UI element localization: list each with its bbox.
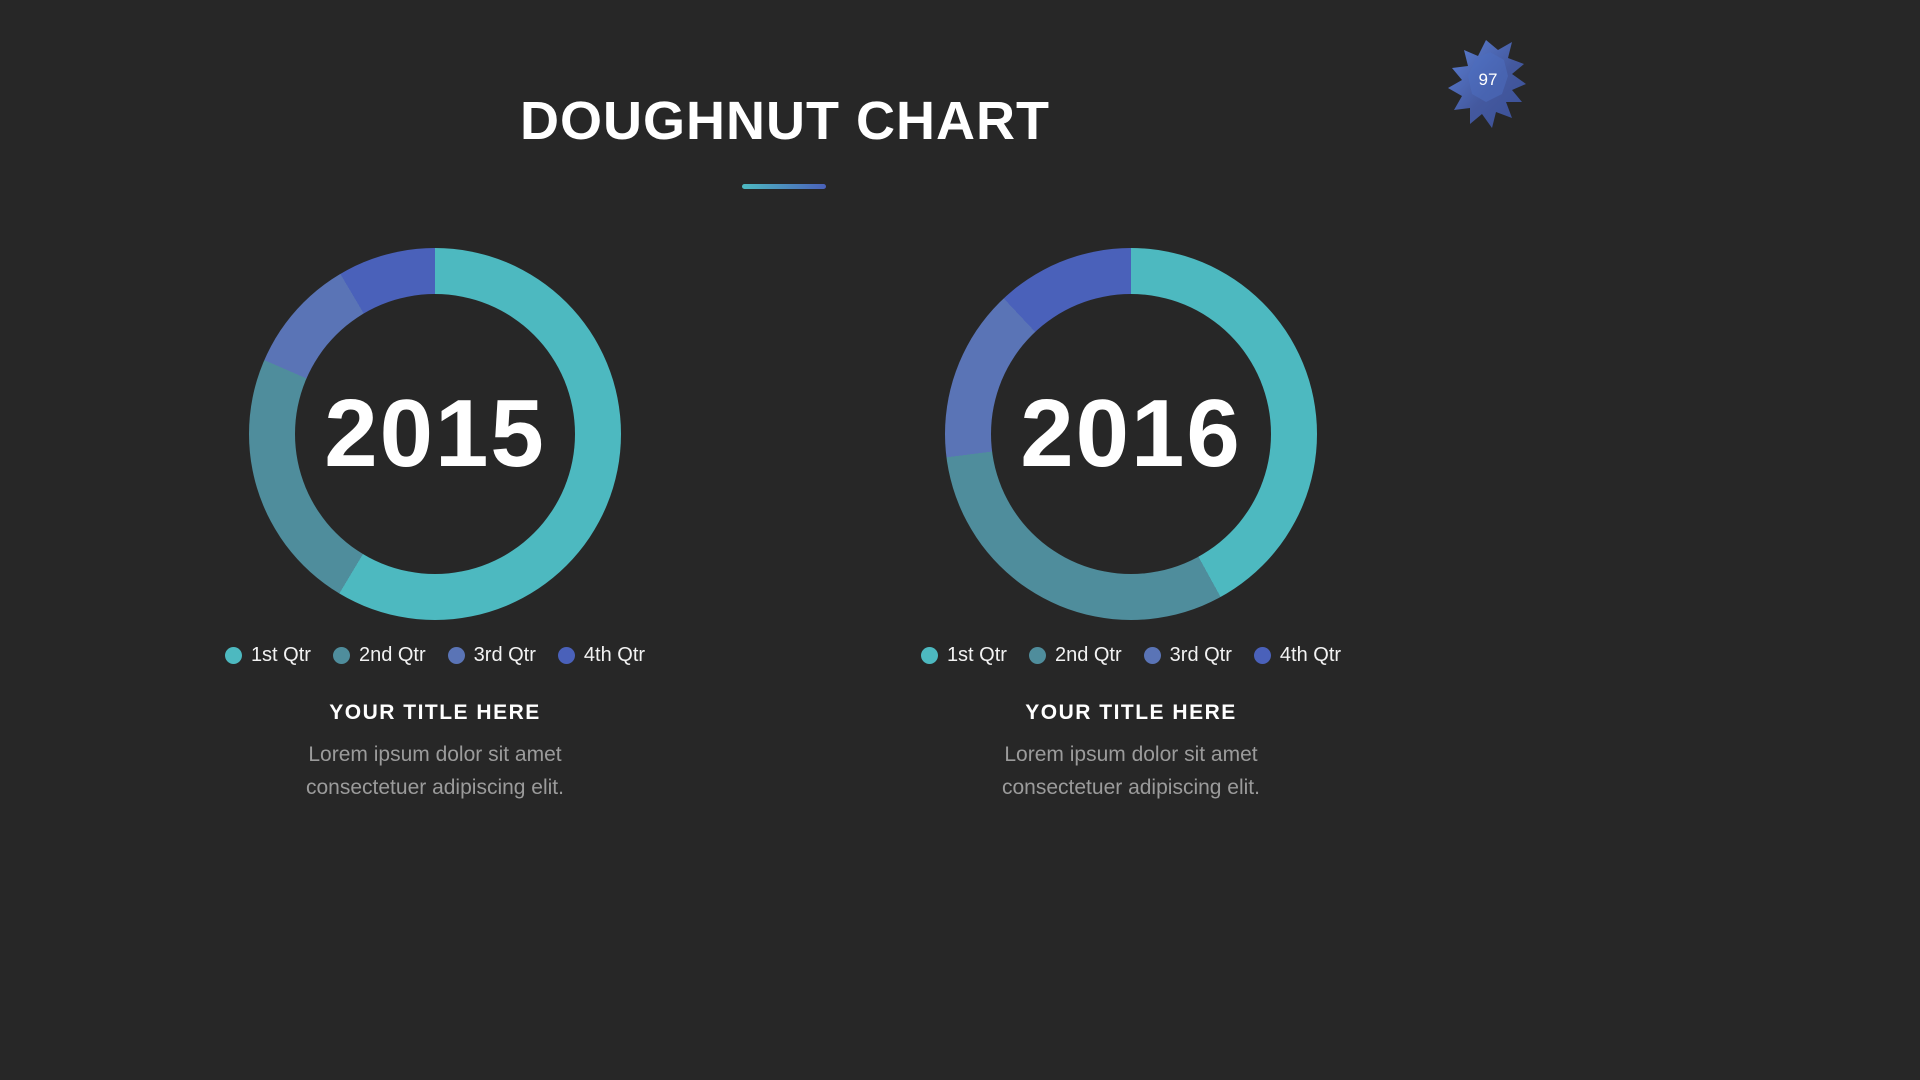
legend-label-q3: 3rd Qtr bbox=[1169, 644, 1232, 666]
doughnut-hole: 2015 bbox=[295, 294, 575, 574]
legend-item-q4: 4th Qtr bbox=[1253, 644, 1342, 667]
legend-label-q2: 2nd Qtr bbox=[358, 644, 426, 666]
legend-label-q2: 2nd Qtr bbox=[1054, 644, 1122, 666]
chart-center-year: 2015 bbox=[324, 380, 546, 487]
legend-item-q1: 1st Qtr bbox=[224, 644, 311, 667]
page-number: 97 bbox=[1478, 70, 1498, 89]
doughnut-chart-2015: 2015 bbox=[249, 248, 621, 620]
legend-dot-q1 bbox=[224, 647, 242, 664]
page-title: DOUGHNUT CHART bbox=[520, 91, 1050, 151]
legend-item-q3: 3rd Qtr bbox=[447, 644, 536, 667]
title-divider bbox=[742, 184, 826, 189]
legend-label-q1: 1st Qtr bbox=[250, 644, 311, 666]
legend-dot-q2 bbox=[1028, 647, 1046, 664]
legend-dot-q3 bbox=[1143, 647, 1161, 664]
legend-item-q2: 2nd Qtr bbox=[332, 644, 426, 667]
paint-splash-icon bbox=[1448, 40, 1526, 128]
legend-label-q4: 4th Qtr bbox=[583, 644, 646, 666]
legend-item-q2: 2nd Qtr bbox=[1028, 644, 1122, 667]
section-body-line: consectetuer adipiscing elit. bbox=[1002, 775, 1260, 799]
chart-legend: 1st Qtr 2nd Qtr 3rd Qtr 4th Qtr bbox=[175, 644, 695, 667]
legend-item-q4: 4th Qtr bbox=[557, 644, 646, 667]
legend-dot-q2 bbox=[332, 647, 350, 664]
legend-dot-q4 bbox=[1253, 647, 1271, 664]
page-number-badge: 97 bbox=[1446, 38, 1530, 130]
section-body: Lorem ipsum dolor sit amet consectetuer … bbox=[175, 739, 695, 804]
section-heading: YOUR TITLE HERE bbox=[329, 701, 541, 724]
legend-label-q4: 4th Qtr bbox=[1279, 644, 1342, 666]
section-body: Lorem ipsum dolor sit amet consectetuer … bbox=[871, 739, 1391, 804]
legend-dot-q3 bbox=[447, 647, 465, 664]
chart-center-year: 2016 bbox=[1020, 380, 1242, 487]
section-body-line: Lorem ipsum dolor sit amet bbox=[308, 743, 562, 766]
section-body-line: consectetuer adipiscing elit. bbox=[306, 775, 564, 799]
legend-label-q3: 3rd Qtr bbox=[473, 644, 536, 666]
doughnut-hole: 2016 bbox=[991, 294, 1271, 574]
chart-section-2016: 2016 1st Qtr 2nd Qtr 3rd Qtr 4th Qtr YOU… bbox=[871, 248, 1391, 804]
chart-legend: 1st Qtr 2nd Qtr 3rd Qtr 4th Qtr bbox=[871, 644, 1391, 667]
doughnut-chart-2016: 2016 bbox=[945, 248, 1317, 620]
legend-item-q3: 3rd Qtr bbox=[1143, 644, 1232, 667]
legend-label-q1: 1st Qtr bbox=[946, 644, 1007, 666]
chart-section-2015: 2015 1st Qtr 2nd Qtr 3rd Qtr 4th Qtr YOU… bbox=[175, 248, 695, 804]
legend-dot-q1 bbox=[920, 647, 938, 664]
section-heading: YOUR TITLE HERE bbox=[1025, 701, 1237, 724]
legend-dot-q4 bbox=[557, 647, 575, 664]
legend-item-q1: 1st Qtr bbox=[920, 644, 1007, 667]
section-body-line: Lorem ipsum dolor sit amet bbox=[1004, 743, 1258, 766]
